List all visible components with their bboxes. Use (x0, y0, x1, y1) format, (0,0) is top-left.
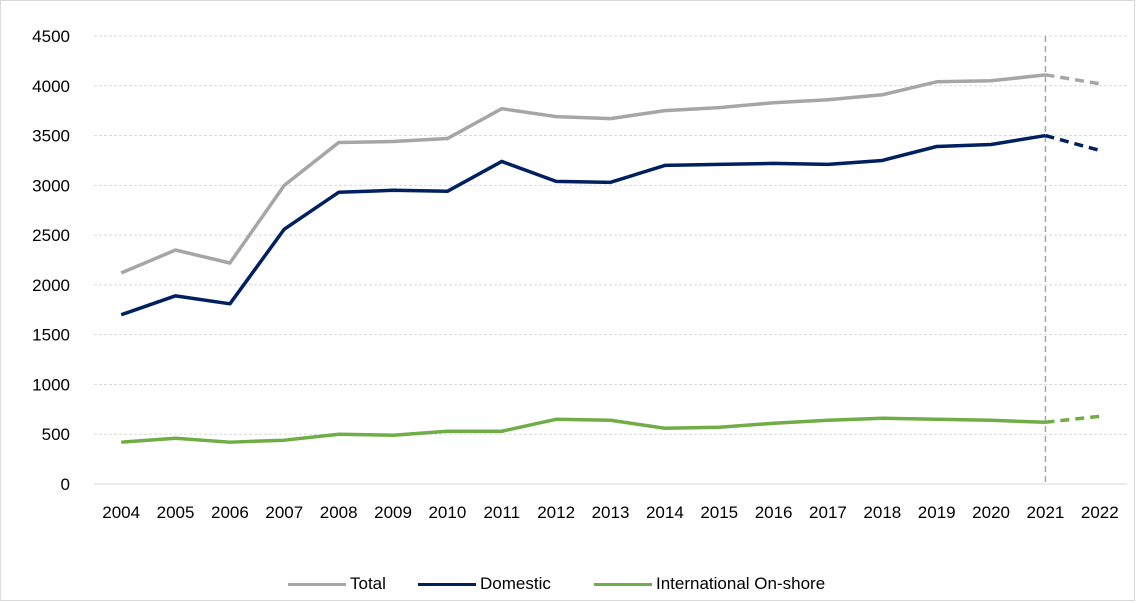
x-tick-label-2019: 2019 (918, 503, 956, 522)
series-line-total (120, 73, 1046, 275)
x-tick-label-2010: 2010 (428, 503, 466, 522)
y-tick-label-1500: 1500 (32, 326, 70, 345)
series-forecast-line-total (1045, 73, 1101, 86)
series-line-domestic (120, 133, 1046, 317)
legend-item-domestic: Domestic (418, 573, 551, 595)
legend-swatch-international-on-shore (594, 582, 652, 586)
y-tick-label-3000: 3000 (32, 176, 70, 195)
y-tick-label-3500: 3500 (32, 127, 70, 146)
x-tick-label-2014: 2014 (646, 503, 684, 522)
y-tick-label-2000: 2000 (32, 276, 70, 295)
legend-swatch-total (288, 582, 346, 586)
legend-item-total: Total (288, 573, 386, 595)
y-tick-label-0: 0 (61, 475, 70, 494)
x-tick-label-2007: 2007 (265, 503, 303, 522)
x-tick-label-2022: 2022 (1081, 503, 1119, 522)
legend-label-domestic: Domestic (480, 574, 551, 593)
legend-label-international-on-shore: International On-shore (656, 574, 826, 593)
x-tick-label-2011: 2011 (483, 503, 520, 522)
y-tick-label-1000: 1000 (32, 375, 70, 394)
series-forecast-line-domestic (1044, 133, 1101, 153)
y-tick-label-4500: 4500 (32, 27, 70, 46)
x-tick-label-2021: 2021 (1027, 503, 1065, 522)
line-chart: 0 500 1000 1500 2000 2500 3000 3500 4000 4500 2004… (32, 27, 1127, 522)
x-tick-label-2020: 2020 (972, 503, 1010, 522)
legend-swatch-domestic (418, 582, 476, 586)
x-tick-label-2012: 2012 (537, 503, 575, 522)
y-tick-label-500: 500 (42, 425, 70, 444)
x-tick-label-2004: 2004 (102, 503, 140, 522)
x-tick-label-2013: 2013 (592, 503, 630, 522)
x-tick-label-2016: 2016 (755, 503, 793, 522)
x-tick-label-2018: 2018 (863, 503, 901, 522)
series-forecast-line-international-on-shore (1045, 414, 1101, 425)
series-line-international-on-shore (121, 416, 1046, 444)
x-tick-label-2008: 2008 (320, 503, 358, 522)
x-tick-label-2009: 2009 (374, 503, 412, 522)
legend-label-total: Total (350, 574, 386, 593)
x-tick-label-2017: 2017 (809, 503, 847, 522)
x-tick-label-2015: 2015 (700, 503, 738, 522)
x-tick-label-2006: 2006 (211, 503, 249, 522)
y-tick-label-4000: 4000 (32, 77, 70, 96)
legend-item-international-on-shore: International On-shore (594, 573, 825, 595)
y-tick-label-2500: 2500 (32, 226, 70, 245)
x-tick-label-2005: 2005 (157, 503, 195, 522)
